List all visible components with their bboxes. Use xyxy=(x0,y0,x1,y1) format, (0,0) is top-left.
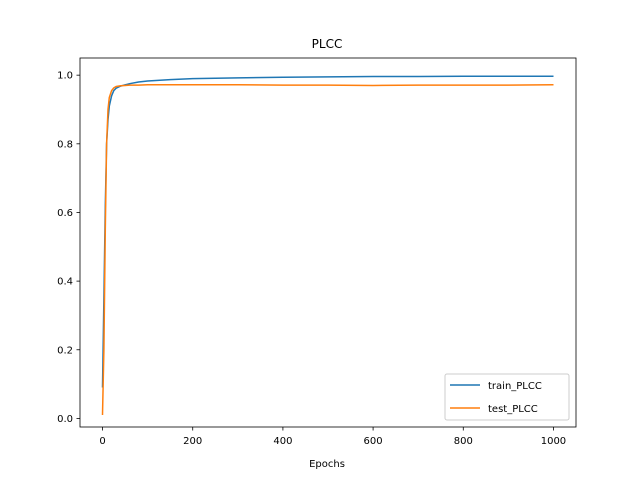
series-line-train-plcc xyxy=(101,75,554,388)
x-tick-label: 0 xyxy=(99,436,105,447)
plot-frame xyxy=(79,57,577,428)
x-axis-label: Epochs xyxy=(309,459,345,470)
y-tick-label: 0.6 xyxy=(57,208,73,219)
x-tick-label: 600 xyxy=(364,436,383,447)
y-tick-label: 0.8 xyxy=(57,139,73,150)
legend-label-test: test_PLCC xyxy=(488,404,538,415)
y-axis-ticks: 0.0 0.2 0.4 0.6 0.8 1.0 xyxy=(57,71,80,425)
chart-title: PLCC xyxy=(312,37,343,51)
x-axis-ticks: 0 200 400 600 800 1000 xyxy=(99,427,566,447)
y-tick-label: 1.0 xyxy=(57,71,73,82)
x-tick-label: 800 xyxy=(454,436,473,447)
series-line-test-plcc xyxy=(101,84,554,416)
y-tick-label: 0.2 xyxy=(57,345,73,356)
y-tick-label: 0.0 xyxy=(57,414,73,425)
x-tick-label: 200 xyxy=(183,436,202,447)
legend: train_PLCC test_PLCC xyxy=(444,373,570,421)
legend-label-train: train_PLCC xyxy=(488,381,542,392)
x-tick-label: 400 xyxy=(273,436,292,447)
plot-area xyxy=(79,57,577,428)
x-tick-label: 1000 xyxy=(541,436,566,447)
y-tick-label: 0.4 xyxy=(57,277,73,288)
